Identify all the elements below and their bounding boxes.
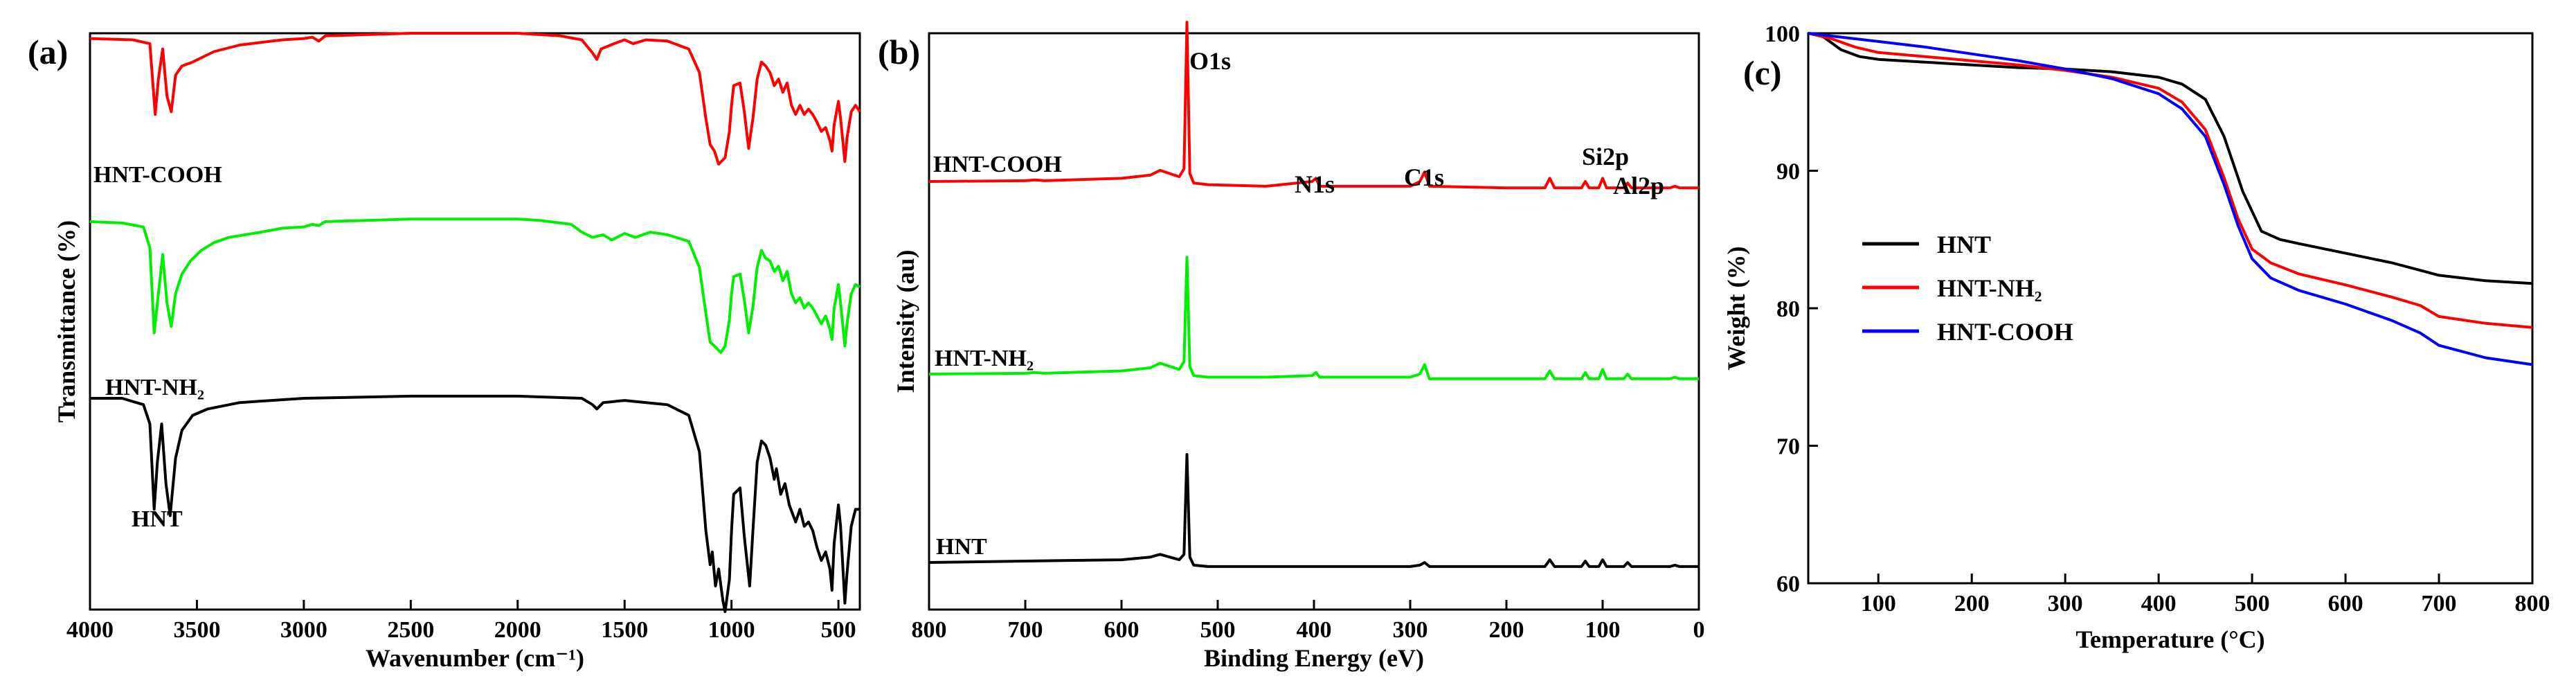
panel-c-xtick-label-700: 700 [2422, 591, 2457, 616]
panel-b-series-hnt [928, 453, 1699, 568]
panel-a-series-hnt-nh [89, 218, 861, 354]
panel-a-xtick-label-4000: 4000 [66, 617, 114, 643]
panel-b-xtick-label-200: 200 [1489, 617, 1524, 643]
panel-b-label: (b) [878, 33, 920, 71]
panel-b-xtick-label-700: 700 [1008, 617, 1043, 643]
panel-c-tga: (c) Weight (%) Temperature (°C) 100 200 30… [1722, 21, 2550, 653]
panel-c-ticks: 100 200 300 400 500 600 700 800 60 70 80 90 100 [1765, 21, 2550, 616]
panel-a-xlabel: Wavenumber (cm⁻¹) [366, 644, 584, 672]
panel-c-legend: HNT HNT-NH₂ HNT-COOH [1862, 231, 2073, 346]
panel-c-label: (c) [1743, 53, 1782, 92]
legend-label-hnt: HNT [1937, 231, 1991, 258]
panel-c-series-hnt-nh [1808, 32, 2533, 329]
panel-c-xtick-label-600: 600 [2328, 591, 2363, 616]
panel-a-ylabel: Transmittance (%) [53, 220, 80, 423]
panel-a-xtick-label-2500: 2500 [387, 617, 434, 643]
panel-b-xtick-label-100: 100 [1585, 617, 1621, 643]
panel-c-xtick-label-300: 300 [2048, 591, 2083, 616]
panel-b-series-hnt-cooh [928, 21, 1699, 190]
panel-b-xlabel: Binding Energy (eV) [1204, 644, 1424, 672]
panel-b-ylabel: Intensity (au) [892, 249, 919, 393]
panel-a-series-hnt [90, 394, 860, 613]
panel-b-ticks: 800 700 600 500 400 300 200 100 0 [912, 600, 1705, 643]
panel-c-ytick-label-100: 100 [1765, 21, 1800, 47]
panel-b-xtick-label-300: 300 [1393, 617, 1428, 643]
panel-c-xtick-label-400: 400 [2141, 591, 2177, 616]
panel-a-xtick-label-2000: 2000 [494, 617, 541, 643]
panel-b-xtick-label-600: 600 [1104, 617, 1140, 643]
panel-a-ticks: 4000 3500 3000 2500 2000 1500 1000 500 [66, 600, 856, 643]
panel-c-ytick-label-90: 90 [1776, 159, 1800, 185]
panel-a-series-hnt-cooh [89, 32, 861, 166]
legend-label-hnt-nh2: HNT-NH₂ [1937, 274, 2042, 302]
panel-b-xtick-label-0: 0 [1693, 617, 1705, 643]
panel-a-xtick-label-500: 500 [821, 617, 856, 643]
panel-c-xtick-label-500: 500 [2235, 591, 2270, 616]
peak-label-al2p: Al2p [1613, 172, 1664, 199]
panel-c-ytick-label-70: 70 [1776, 434, 1800, 460]
panel-c-ytick-label-80: 80 [1776, 296, 1800, 322]
panel-c-xlabel: Temperature (°C) [2075, 626, 2264, 653]
panel-a-xtick-label-1000: 1000 [708, 617, 755, 643]
panel-b-xtick-label-800: 800 [912, 617, 947, 643]
peak-label-c1s: C1s [1404, 163, 1444, 191]
peak-label-n1s: N1s [1295, 170, 1335, 198]
panel-a-xtick-label-1500: 1500 [601, 617, 648, 643]
peak-label-o1s: O1s [1189, 47, 1231, 75]
panel-c-ylabel: Weight (%) [1722, 247, 1750, 371]
panel-b-xtick-label-500: 500 [1200, 617, 1236, 643]
panel-c-xtick-label-200: 200 [1954, 591, 1990, 616]
panel-a-label-hnt-nh2: HNT-NH₂ [105, 375, 204, 400]
panel-a-xtick-label-3000: 3000 [280, 617, 327, 643]
panel-b-xps: (b) Intensity (au) Binding Energy (eV) 8… [878, 21, 1705, 672]
peak-label-si2p: Si2p [1582, 143, 1629, 170]
panel-c-series [1808, 32, 2533, 366]
panel-c-ytick-label-60: 60 [1776, 571, 1800, 597]
panel-a-ftir: (a) Transmittance (%) Wavenumber (cm⁻¹) … [28, 32, 861, 672]
panel-b-label-hnt-nh2: HNT-NH₂ [935, 346, 1034, 371]
panel-c-xtick-label-100: 100 [1861, 591, 1896, 616]
legend-label-hnt-cooh: HNT-COOH [1937, 318, 2073, 346]
panel-c-series-hnt [1808, 32, 2533, 285]
panel-a-series [89, 32, 861, 613]
panel-b-frame [928, 32, 1700, 611]
panel-b-series [928, 21, 1699, 568]
panel-b-series-hnt-nh [928, 256, 1699, 380]
panel-a-label-hnt: HNT [132, 506, 183, 532]
panel-c-series-hnt-cooh [1808, 32, 2533, 366]
panel-b-label-hnt: HNT [936, 534, 987, 560]
panel-c-xtick-label-800: 800 [2515, 591, 2550, 616]
panel-b-label-hnt-cooh: HNT-COOH [933, 152, 1062, 177]
panel-a-xtick-label-3500: 3500 [173, 617, 220, 643]
panel-a-label-hnt-cooh: HNT-COOH [93, 162, 222, 188]
panel-a-label: (a) [28, 33, 68, 71]
panel-b-xtick-label-400: 400 [1297, 617, 1332, 643]
